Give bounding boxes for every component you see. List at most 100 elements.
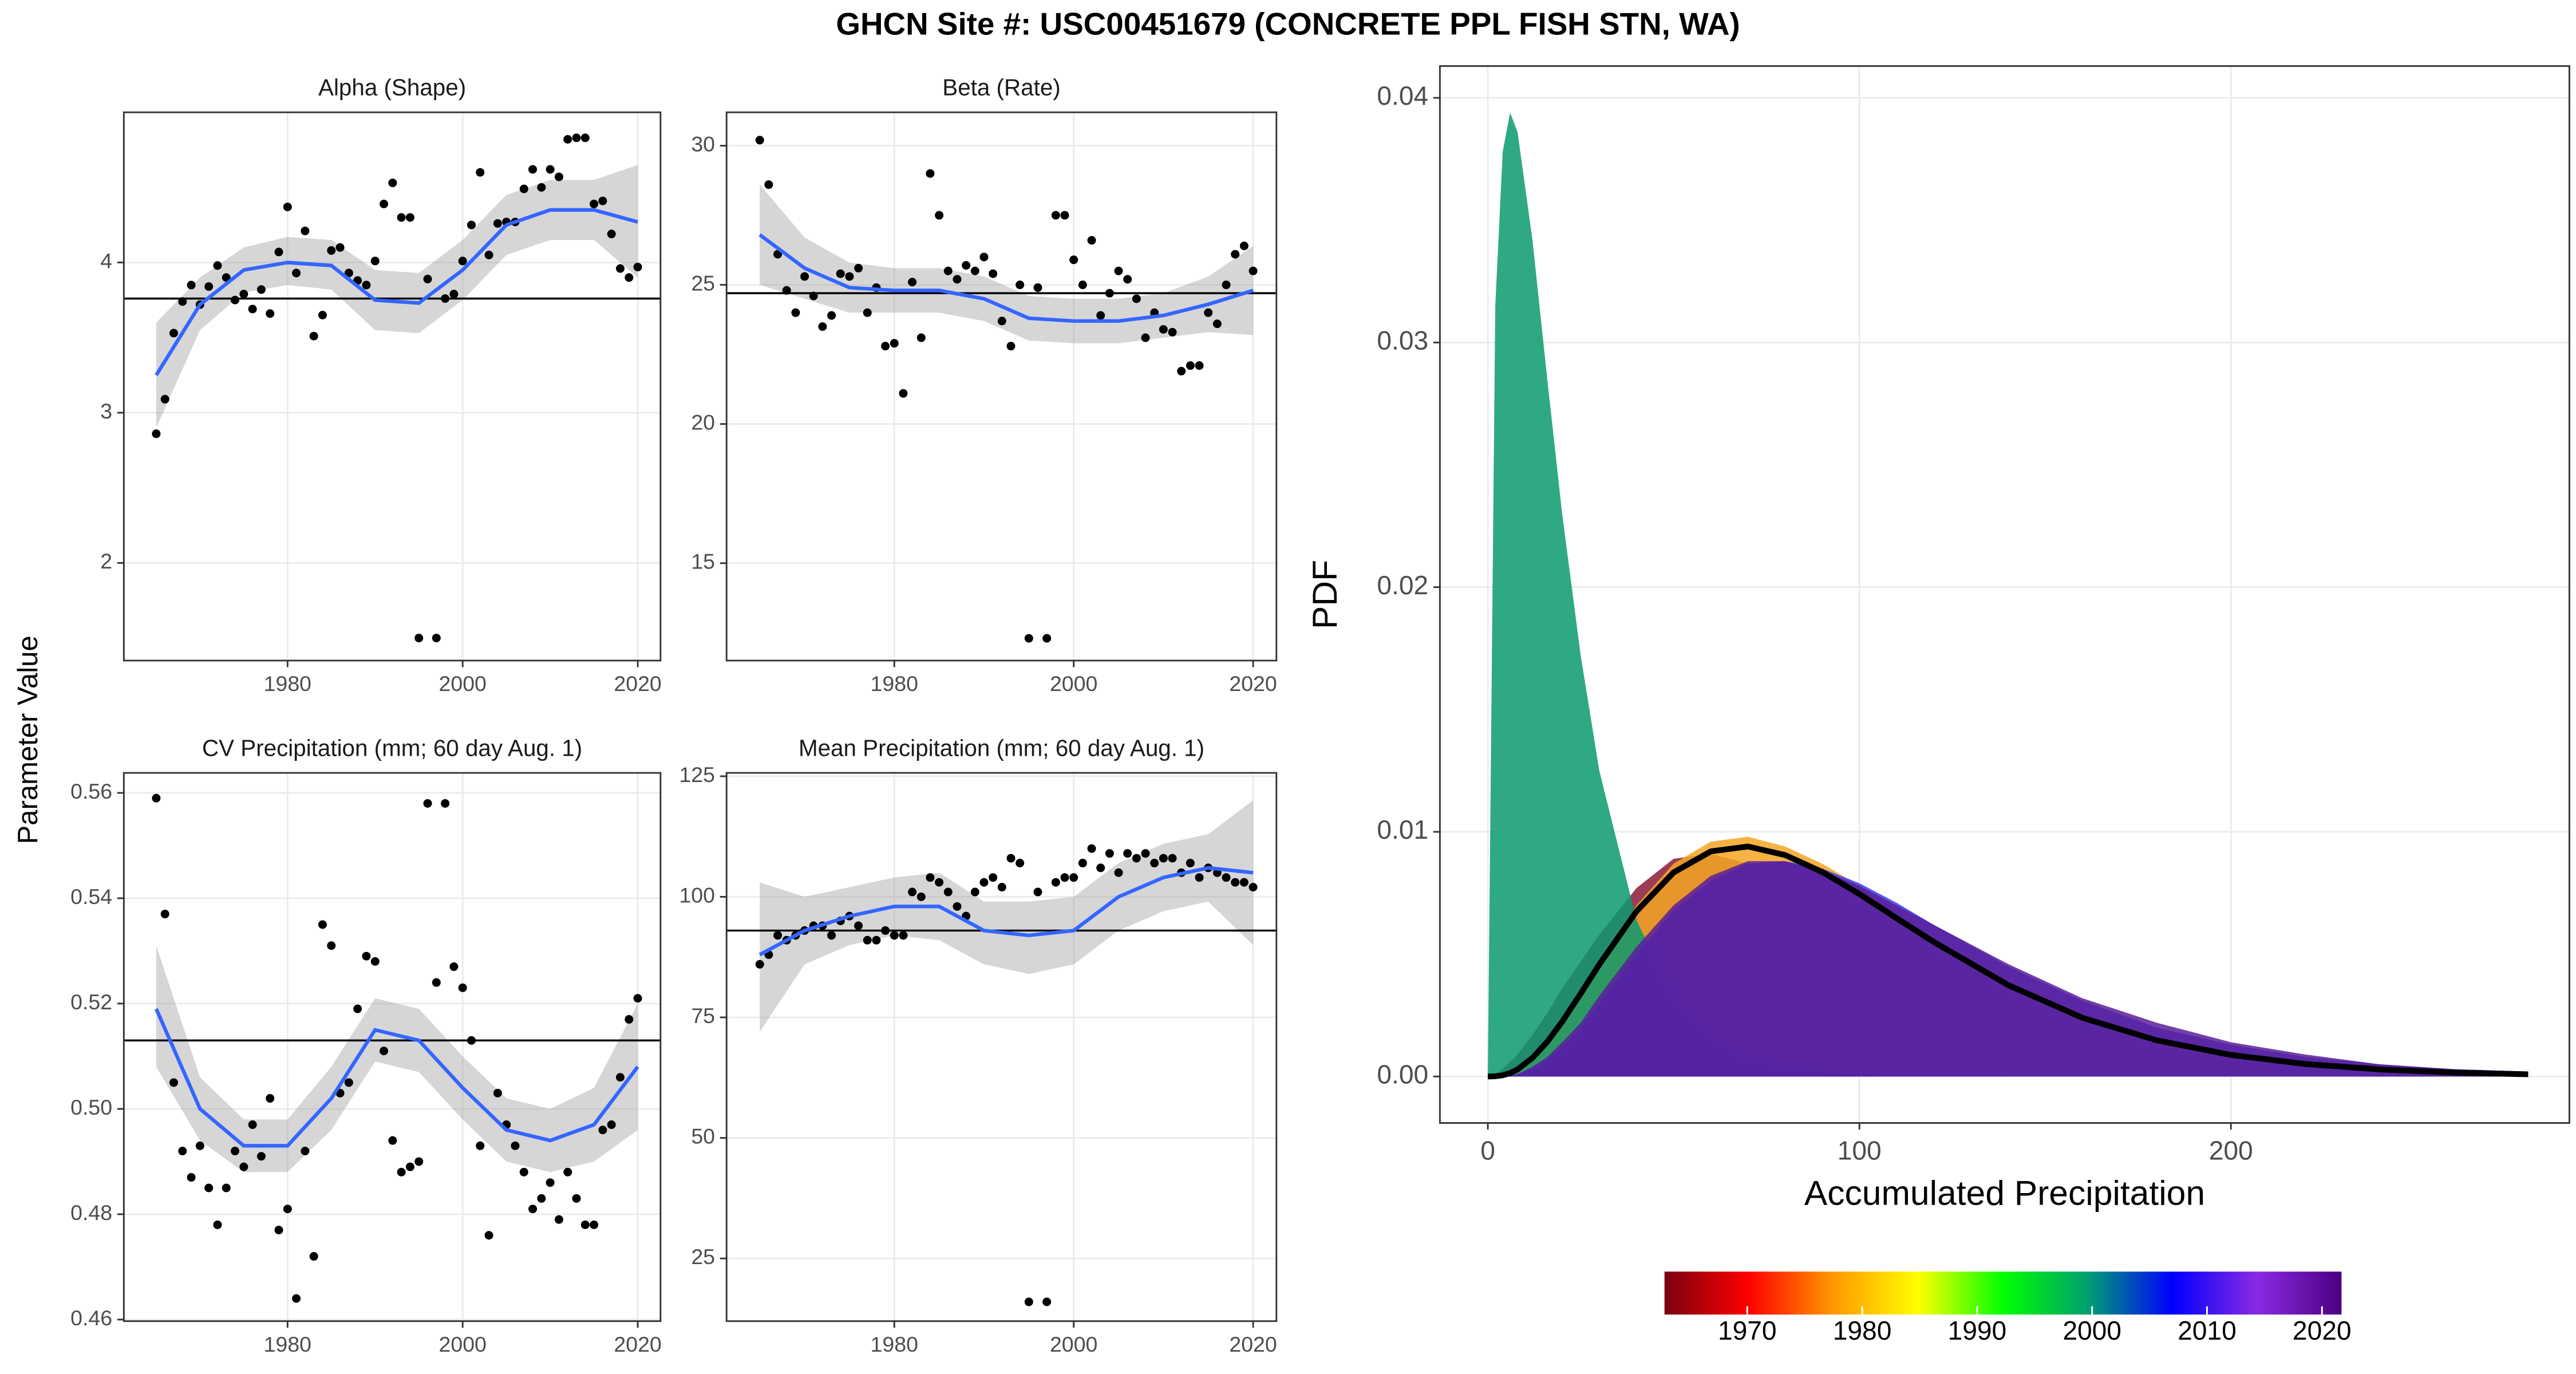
x-tick-label: 1980 <box>871 672 918 696</box>
point <box>441 294 450 303</box>
point <box>997 883 1006 892</box>
point <box>953 902 962 911</box>
x-axis-title: Accumulated Precipitation <box>1804 1173 2205 1212</box>
point <box>580 133 590 143</box>
y-tick-label: 0.56 <box>70 779 112 803</box>
point <box>537 183 546 192</box>
panel-title: Mean Precipitation (mm; 60 day Aug. 1) <box>799 735 1204 761</box>
point <box>1168 327 1177 337</box>
point <box>1105 849 1114 858</box>
point <box>511 1141 520 1150</box>
point <box>625 273 634 282</box>
point <box>1249 266 1258 275</box>
point <box>1069 873 1078 882</box>
point <box>1222 873 1231 882</box>
confidence-band <box>156 945 638 1172</box>
x-tick-label: 2020 <box>1229 1332 1277 1356</box>
y-tick-label: 0.04 <box>1377 81 1428 110</box>
point <box>615 1073 625 1082</box>
point <box>362 951 371 961</box>
point <box>1168 854 1177 863</box>
point <box>1159 325 1168 334</box>
point <box>239 290 248 299</box>
point <box>256 1152 266 1161</box>
point <box>818 322 827 331</box>
point <box>1078 281 1087 290</box>
point <box>563 1167 572 1176</box>
y-axis-title: Parameter Value <box>13 635 44 844</box>
y-tick-label: 4 <box>100 248 112 273</box>
y-tick-label: 2 <box>100 549 112 573</box>
point <box>414 633 424 642</box>
point <box>423 799 432 808</box>
point <box>274 1226 283 1235</box>
point <box>1033 283 1042 292</box>
point <box>827 931 836 940</box>
point <box>890 339 899 348</box>
panel-title: CV Precipitation (mm; 60 day Aug. 1) <box>202 735 582 761</box>
point <box>970 887 979 897</box>
y-tick-label: 0.50 <box>70 1095 112 1119</box>
point <box>1177 366 1186 376</box>
point <box>178 297 187 306</box>
point <box>791 308 800 317</box>
point <box>1212 319 1222 329</box>
point <box>598 1126 607 1135</box>
point <box>283 202 292 211</box>
point <box>432 633 441 642</box>
x-tick-label: 2020 <box>1229 672 1277 696</box>
point <box>1141 333 1150 342</box>
point <box>380 199 389 208</box>
plot-border <box>123 111 662 662</box>
point <box>970 266 979 275</box>
point <box>1060 873 1069 882</box>
colorbar-label: 2000 <box>2063 1316 2121 1345</box>
colorbar-label: 1980 <box>1833 1316 1892 1345</box>
point <box>926 873 935 882</box>
point <box>169 329 179 338</box>
point <box>301 226 310 235</box>
point <box>554 1215 563 1224</box>
figure-title: GHCN Site #: USC00451679 (CONCRETE PPL F… <box>836 6 1740 42</box>
point <box>213 1220 222 1229</box>
point <box>997 317 1006 326</box>
point <box>935 211 944 220</box>
plot-border <box>123 772 662 1322</box>
point <box>327 941 336 950</box>
point <box>1016 859 1025 868</box>
point <box>1231 250 1240 259</box>
point <box>809 291 818 301</box>
y-tick-label: 20 <box>691 410 715 435</box>
point <box>309 331 318 341</box>
point <box>1042 1297 1052 1306</box>
point <box>187 1173 196 1182</box>
point <box>204 282 214 291</box>
point <box>572 133 581 143</box>
y-tick-label: 0.54 <box>70 885 112 909</box>
point <box>1132 854 1141 863</box>
point <box>484 250 493 259</box>
point <box>222 273 231 282</box>
density-area <box>1488 861 2528 1077</box>
point <box>580 1220 590 1229</box>
point <box>441 799 450 808</box>
point <box>863 935 872 945</box>
point <box>266 309 275 318</box>
point <box>1204 308 1213 317</box>
y-tick-label: 30 <box>691 132 715 156</box>
plot-border <box>1439 65 2570 1124</box>
point <box>467 220 476 230</box>
point <box>493 1088 502 1097</box>
x-tick-label: 2020 <box>614 672 661 696</box>
point <box>625 1015 634 1024</box>
point <box>854 921 863 930</box>
point <box>239 1162 248 1171</box>
confidence-band <box>760 184 1254 344</box>
point <box>152 793 161 803</box>
point <box>449 962 459 972</box>
point <box>467 1036 476 1045</box>
x-tick-label: 2000 <box>438 672 486 696</box>
y-tick-label: 0.03 <box>1377 325 1428 355</box>
point <box>546 165 555 174</box>
colorbar-label: 2010 <box>2178 1316 2237 1345</box>
